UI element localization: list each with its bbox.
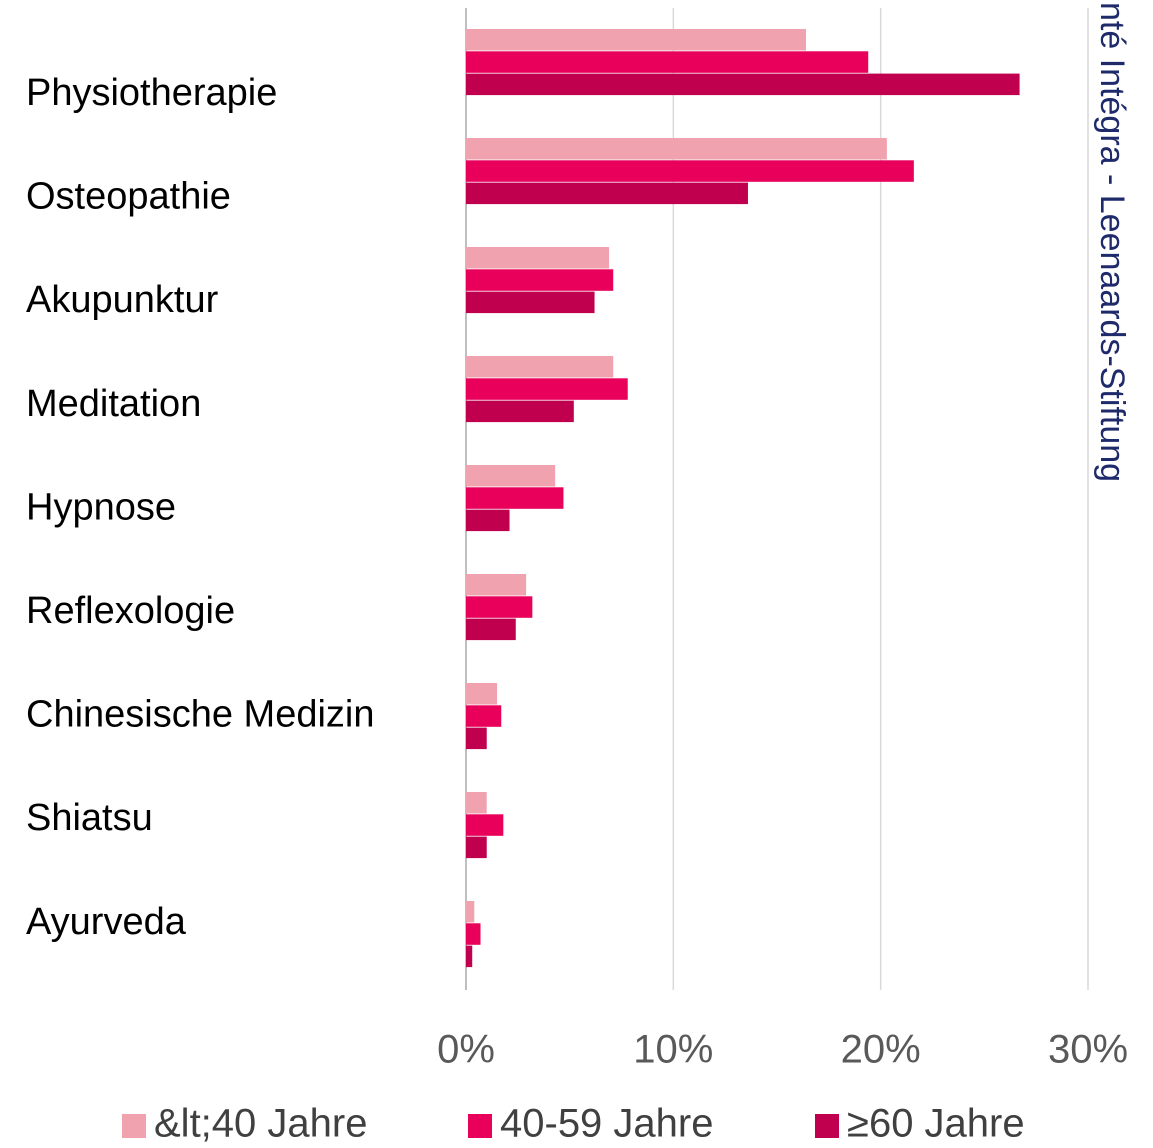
bar [466,509,510,532]
category-label: Hypnose [26,486,176,528]
category-label: Shiatsu [26,797,153,839]
bar [466,269,614,291]
category-label: Akupunktur [26,279,219,321]
bar [466,618,516,641]
bar [466,727,487,750]
bar [466,160,914,182]
bar [466,574,527,596]
legend-swatch [815,1114,839,1138]
bar [466,356,614,378]
bar [466,487,564,509]
x-tick-label: 30% [1048,1028,1128,1072]
bar [466,51,869,73]
bar [466,901,475,923]
category-label: Osteopathie [26,176,231,218]
bar [466,378,628,400]
bar [466,683,498,705]
category-label: Chinesische Medizin [26,694,375,736]
bar [466,465,556,487]
legend-label: ≥60 Jahre [847,1102,1025,1146]
legend-swatch [468,1114,492,1138]
bar [466,182,748,205]
bar [466,291,595,314]
category-label: Ayurveda [26,901,187,943]
category-label: Meditation [26,383,201,425]
legend-swatch [122,1114,146,1138]
bar [466,73,1020,96]
bar [466,814,504,836]
category-label: Reflexologie [26,590,235,632]
legend-label: &lt;40 Jahre [154,1102,367,1146]
x-tick-label: 20% [841,1028,921,1072]
x-tick-label: 10% [633,1028,713,1072]
bar [466,29,807,51]
category-label: Physiotherapie [26,72,277,114]
bar [466,945,473,968]
legend-label: 40-59 Jahre [500,1102,713,1146]
x-tick-label: 0% [437,1028,495,1072]
bar [466,923,481,945]
bar [466,792,487,814]
bar [466,400,574,423]
bar [466,705,502,727]
bar [466,247,610,269]
bar [466,836,487,859]
source-note: nté Intégra - Leenaards-Stiftung [1093,2,1131,482]
bar [466,596,533,618]
bar [466,138,887,160]
